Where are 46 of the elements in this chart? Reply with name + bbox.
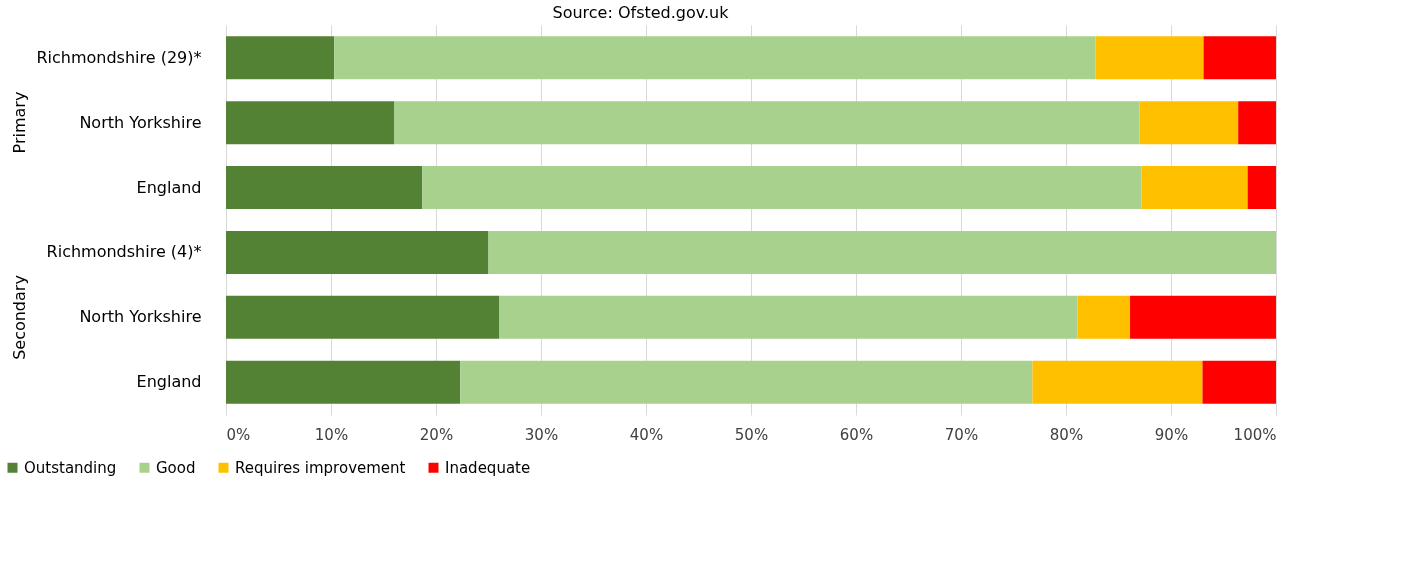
x-tick-label: 90% bbox=[1154, 425, 1189, 444]
x-tick-label: 80% bbox=[1049, 425, 1084, 444]
bar bbox=[1095, 36, 1204, 80]
legend-label: Good bbox=[156, 458, 196, 477]
y-tick-label: North Yorkshire bbox=[79, 307, 202, 327]
x-tick-label: 20% bbox=[419, 425, 454, 444]
legend-label: Outstanding bbox=[24, 458, 117, 477]
bar bbox=[1077, 295, 1131, 339]
source-note: Source: Ofsted.gov.uk bbox=[552, 3, 730, 22]
y-tick-label: England bbox=[136, 177, 202, 197]
x-tick-label: 10% bbox=[314, 425, 349, 444]
bar bbox=[1032, 360, 1203, 404]
legend-label: Requires improvement bbox=[235, 458, 406, 477]
text: Primary bbox=[10, 91, 29, 154]
bar bbox=[334, 36, 1096, 80]
x-tick-label: 100% bbox=[1233, 425, 1277, 444]
y-tick-label: North Yorkshire bbox=[79, 112, 202, 132]
bar bbox=[226, 166, 423, 210]
legend-label: Inadequate bbox=[445, 458, 531, 477]
bar bbox=[1130, 295, 1276, 339]
y-tick-label: Richmondshire (4)* bbox=[46, 242, 202, 262]
bar bbox=[460, 360, 1033, 404]
bar bbox=[422, 166, 1142, 210]
x-tick-label: 30% bbox=[524, 425, 559, 444]
bar bbox=[1238, 101, 1276, 145]
y-tick-label: Richmondshire (29)* bbox=[36, 47, 202, 67]
x-tick-label: 0% bbox=[226, 425, 251, 444]
bar bbox=[1203, 36, 1276, 80]
x-tick-label: 40% bbox=[629, 425, 664, 444]
x-tick-label: 70% bbox=[944, 425, 979, 444]
bar bbox=[226, 230, 489, 274]
x-tick-label: 50% bbox=[734, 425, 769, 444]
bar bbox=[1202, 360, 1276, 404]
bar bbox=[226, 360, 461, 404]
bar bbox=[499, 295, 1078, 339]
bar bbox=[226, 101, 394, 145]
bar bbox=[1141, 166, 1248, 210]
bar bbox=[488, 230, 1276, 274]
y-tick-label: England bbox=[136, 372, 202, 392]
x-tick-label: 60% bbox=[839, 425, 874, 444]
bar bbox=[1247, 166, 1276, 210]
text: Secondary bbox=[10, 275, 29, 360]
bar bbox=[226, 295, 499, 339]
bar bbox=[394, 101, 1140, 145]
bar bbox=[1139, 101, 1239, 145]
bar bbox=[226, 36, 335, 80]
